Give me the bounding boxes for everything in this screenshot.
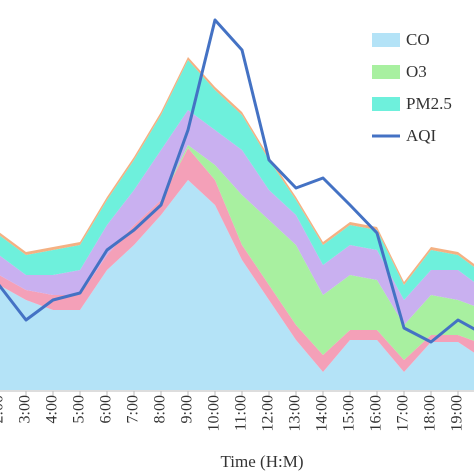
plot-area xyxy=(0,18,474,390)
x-tick-label: 9:00 xyxy=(179,395,196,423)
x-tick-label: 8:00 xyxy=(152,395,169,423)
x-tick-label: 11:00 xyxy=(233,395,250,431)
x-tick-label: 10:00 xyxy=(206,395,223,431)
x-tick-label: 12:00 xyxy=(260,395,277,431)
legend-swatch xyxy=(372,97,400,111)
legend-label: CO xyxy=(406,30,430,49)
x-tick-label: 18:00 xyxy=(422,395,439,431)
axes: 2:00 3:00 4:00 5:00 6:00 7:00 8:00 9:00 10:00 11:… xyxy=(0,390,474,431)
stacked-area xyxy=(0,110,474,325)
legend-label: PM2.5 xyxy=(406,94,452,113)
x-tick-label: 14:00 xyxy=(314,395,331,431)
legend: CO O3 PM2.5 AQI xyxy=(372,30,452,145)
x-tick-label: 6:00 xyxy=(98,395,115,423)
x-tick-label: 2:00 xyxy=(0,395,7,423)
legend-label: AQI xyxy=(406,126,437,145)
x-tick-label: 7:00 xyxy=(125,395,142,423)
x-tick-label: 13:00 xyxy=(287,395,304,431)
legend-swatch xyxy=(372,65,400,79)
x-tick-label: 16:00 xyxy=(368,395,385,431)
x-tick-label: 17:00 xyxy=(395,395,412,431)
x-tick-label: 15:00 xyxy=(341,395,358,431)
x-tick-label: 3:00 xyxy=(17,395,34,423)
stacked-area xyxy=(0,60,474,300)
stacked-area xyxy=(0,180,474,390)
legend-swatch xyxy=(372,33,400,47)
line-series xyxy=(0,18,474,344)
x-axis-title: Time (H:M) xyxy=(221,452,304,471)
stacked-area xyxy=(0,145,474,360)
x-tick-label: 19:00 xyxy=(449,395,466,431)
x-tick-label: 5:00 xyxy=(71,395,88,423)
x-tick-label: 4:00 xyxy=(44,395,61,423)
legend-label: O3 xyxy=(406,62,427,81)
